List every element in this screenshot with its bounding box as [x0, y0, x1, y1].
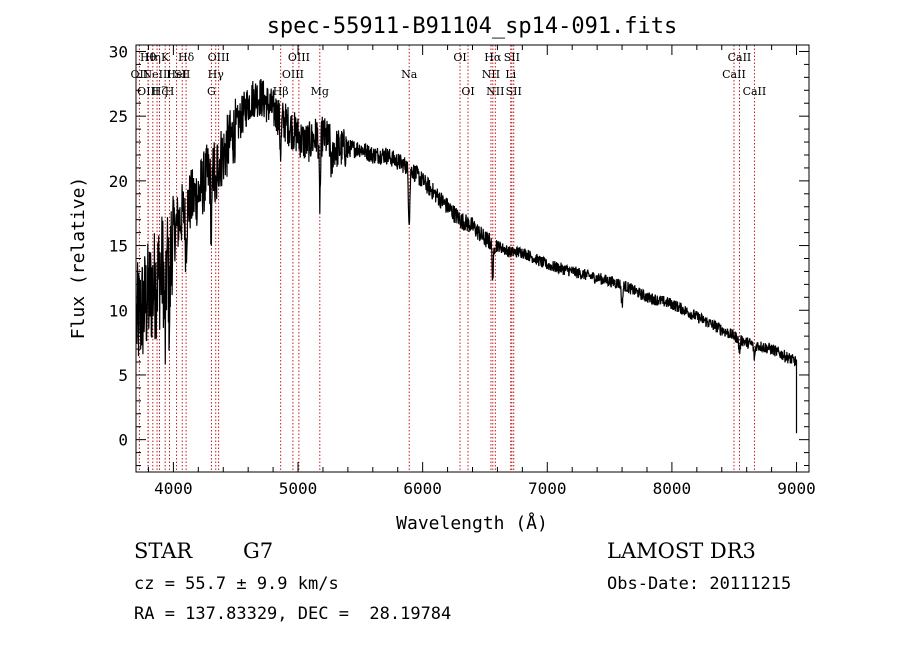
line-label: OI	[453, 51, 466, 64]
line-label: Na	[401, 68, 418, 81]
y-axis-label: Flux (relative)	[68, 177, 89, 340]
y-tick-label: 10	[109, 301, 128, 320]
line-label: HeI	[166, 68, 186, 81]
x-tick-label: 5000	[279, 479, 318, 498]
line-label: CaII	[722, 68, 746, 81]
line-label: Hη	[145, 51, 161, 64]
line-label: NII	[486, 85, 504, 98]
y-tick-label: 30	[109, 42, 128, 61]
line-label: K	[161, 51, 170, 64]
line-label: Hα	[484, 51, 502, 64]
line-label: OIII	[137, 85, 159, 98]
line-label: Hζ	[152, 85, 168, 98]
y-tick-label: 5	[118, 366, 128, 385]
obs-date: Obs-Date: 20111215	[607, 574, 792, 594]
line-label: OIII	[208, 51, 230, 64]
x-tick-label: 7000	[528, 479, 567, 498]
line-label: OI	[461, 85, 474, 98]
line-label: OIII	[288, 51, 310, 64]
x-tick-label: 6000	[403, 479, 442, 498]
survey-label: LAMOST DR3	[607, 539, 756, 563]
y-axis-ticks: 0 5 10 15 20 25 30	[109, 42, 809, 467]
line-label: CaII	[743, 85, 767, 98]
line-label: SII	[174, 68, 190, 81]
line-label: SII	[504, 51, 520, 64]
y-tick-label: 25	[109, 107, 128, 126]
x-tick-label: 4000	[154, 479, 193, 498]
line-label: Hγ	[208, 68, 225, 81]
line-label: Hβ	[273, 85, 289, 98]
line-label: Hθ	[140, 51, 157, 64]
chart-title: spec-55911-B91104_sp14-091.fits	[267, 14, 678, 39]
line-label: NII	[482, 68, 500, 81]
line-labels: OIIHθOIIIHηNeIIIHζKHHeISIIHδGHγOIIIHβOII…	[131, 51, 767, 98]
spectrum-line	[136, 78, 798, 434]
y-tick-label: 15	[109, 237, 128, 256]
x-axis-label: Wavelength (Å)	[396, 512, 548, 534]
line-label: Mg	[311, 85, 329, 98]
line-label: SII	[506, 85, 522, 98]
x-axis-ticks: 4000 5000 6000 7000 8000 9000	[147, 45, 816, 498]
line-label: OIII	[282, 68, 304, 81]
redshift-value: cz = 55.7 ± 9.9 km/s	[134, 574, 339, 594]
line-label: Li	[505, 68, 516, 81]
line-label: Hδ	[178, 51, 195, 64]
line-label: CaII	[728, 51, 752, 64]
coordinates: RA = 137.83329, DEC = 28.19784	[134, 604, 452, 624]
line-label: OII	[131, 68, 149, 81]
line-markers	[138, 45, 755, 472]
x-tick-label: 9000	[777, 479, 816, 498]
line-label: G	[207, 85, 216, 98]
y-tick-label: 0	[118, 431, 128, 450]
line-label: H	[165, 85, 175, 98]
object-class: STAR	[134, 539, 193, 563]
line-label: NeIII	[142, 68, 171, 81]
object-subclass: G7	[243, 539, 274, 563]
x-tick-label: 8000	[653, 479, 692, 498]
y-tick-label: 20	[109, 172, 128, 191]
